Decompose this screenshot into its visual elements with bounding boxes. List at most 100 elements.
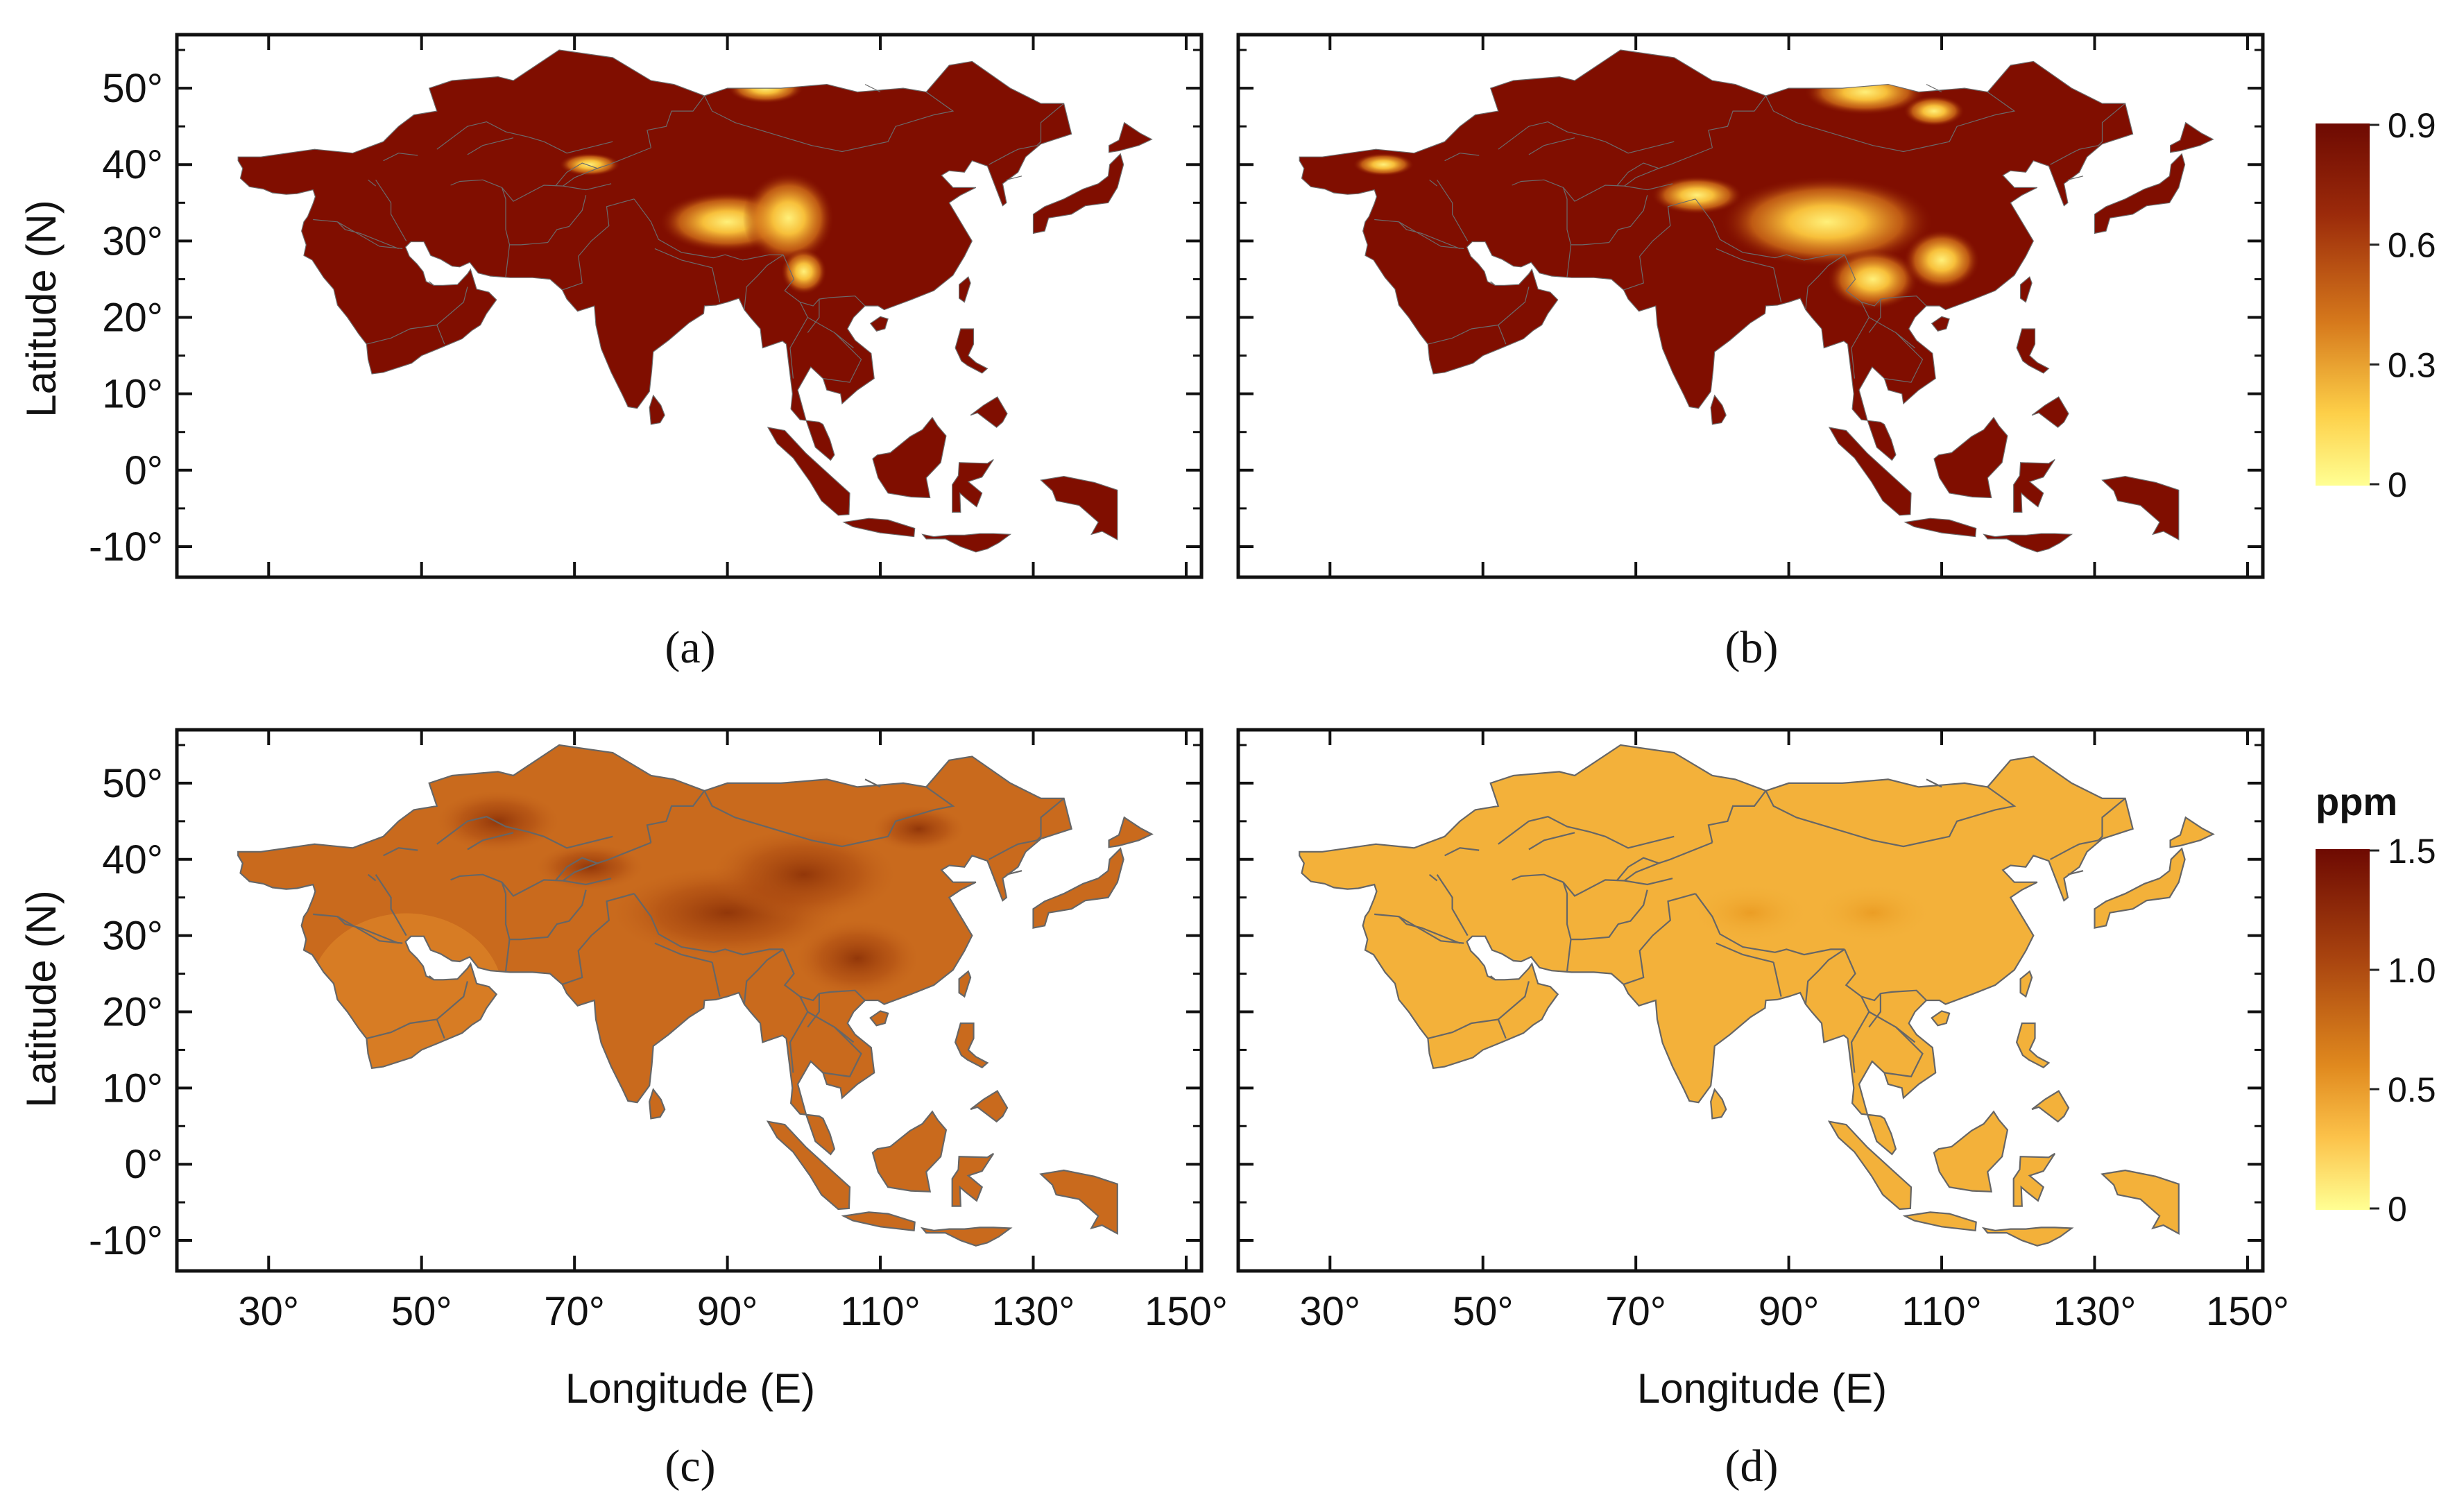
island-coastline <box>1931 316 1950 332</box>
country-border <box>313 913 400 944</box>
panel-frame <box>1236 728 2265 1273</box>
island-coastline <box>2170 121 2214 153</box>
x-axis-title-left: Longitude (E) <box>565 1365 815 1412</box>
country-border <box>1006 870 1023 875</box>
intensity-patch <box>780 248 827 295</box>
island-coastline <box>1108 816 1154 848</box>
y-axis-title-top: Latitude (N) <box>18 200 65 417</box>
y-tick-label: 10° <box>102 1066 163 1111</box>
country-border <box>562 862 598 882</box>
country-border <box>2050 145 2099 165</box>
y-tick-label: -10° <box>89 1218 163 1263</box>
country-border <box>1868 299 1881 333</box>
country-border <box>654 942 712 964</box>
caption-a: (a) <box>665 622 715 673</box>
country-border <box>712 267 721 302</box>
colorbar-probability-ramp <box>2316 123 2370 486</box>
country-border <box>375 874 407 937</box>
panel-b <box>1236 33 2265 579</box>
colorbar-tick-label: 0.9 <box>2388 106 2436 145</box>
country-border <box>789 996 809 1073</box>
country-border <box>1562 187 1572 277</box>
country-border <box>1429 179 1437 187</box>
country-border <box>313 219 399 249</box>
x-tick-label: 130° <box>992 1289 1075 1334</box>
intensity-patch <box>712 828 896 921</box>
country-border <box>1868 1011 1924 1078</box>
x-tick-label: 50° <box>391 1289 452 1334</box>
country-border <box>1444 847 1480 857</box>
country-border <box>1512 179 1564 188</box>
island-coastline <box>2031 396 2069 428</box>
country-border <box>1562 878 1673 897</box>
country-border <box>467 137 514 155</box>
country-border <box>807 993 820 1028</box>
country-border <box>2098 798 2126 841</box>
island-coastline <box>2031 1090 2070 1123</box>
colorbar-probability-ticks: 0.9 0.6 0.3 0 <box>2370 106 2436 504</box>
country-border <box>1512 873 1564 883</box>
country-border <box>1624 168 1659 187</box>
island-coastline <box>2019 970 2033 998</box>
x-tick-label: 30° <box>1299 1289 1360 1334</box>
x-axis-title-right: Longitude (E) <box>1637 1365 1887 1412</box>
y-tick-label: 0° <box>125 448 163 493</box>
island-coastline <box>958 970 972 998</box>
country-border <box>1616 841 1713 882</box>
country-border <box>1498 121 1675 154</box>
country-border <box>1772 962 1782 997</box>
intensity-patch <box>742 172 835 264</box>
country-border <box>1695 893 1845 956</box>
x-tick-label: 110° <box>840 1289 921 1334</box>
intensity-patch <box>436 790 560 852</box>
country-border <box>864 778 881 788</box>
y-tick-label: 20° <box>102 989 163 1034</box>
island-coastline <box>1933 416 2008 499</box>
y-tick-label: 30° <box>102 914 163 959</box>
country-border <box>2050 839 2099 860</box>
y-tick-label: 40° <box>102 837 163 882</box>
caption-d: (d) <box>1725 1441 1779 1492</box>
country-border <box>509 195 587 246</box>
island-coastline <box>1931 1010 1951 1027</box>
colorbar-ppm: ppm 1.5 1.0 0.5 0 <box>2316 780 2436 1229</box>
country-border <box>744 254 784 310</box>
country-border <box>1428 287 1530 345</box>
country-border <box>1036 103 1064 146</box>
country-border <box>436 1019 445 1039</box>
island-coastline <box>920 1227 1013 1247</box>
island-coastline <box>952 459 994 513</box>
country-border <box>633 893 784 956</box>
country-border <box>1850 996 1870 1073</box>
country-border <box>1437 179 1469 241</box>
island-coastline <box>766 1120 851 1211</box>
panel-a: 50° 40° 30° 20° 10° 0° -10° <box>89 33 1204 579</box>
island-coastline <box>2094 847 2186 929</box>
country-border <box>367 873 377 882</box>
country-border <box>1436 874 1469 937</box>
country-border <box>646 790 705 843</box>
country-border <box>429 975 435 981</box>
country-border <box>562 893 635 985</box>
country-border <box>1623 893 1696 985</box>
island-coastline <box>2013 459 2055 513</box>
island-coastline <box>970 1090 1009 1123</box>
country-border <box>864 84 881 93</box>
country-border <box>383 847 418 857</box>
country-border <box>1707 790 1767 843</box>
y-tick-label: 0° <box>125 1142 163 1187</box>
country-border <box>2098 103 2125 146</box>
colorbar-tick-label: 0 <box>2388 1190 2407 1229</box>
country-border <box>366 981 468 1039</box>
country-border <box>989 145 1038 165</box>
country-border <box>807 1011 862 1078</box>
country-border <box>1428 873 1438 882</box>
country-border <box>1616 147 1713 187</box>
country-border <box>501 882 511 972</box>
country-border <box>1926 84 1942 93</box>
y-tick-label: 50° <box>102 66 163 111</box>
country-border <box>337 221 403 249</box>
country-border <box>647 95 705 148</box>
country-border <box>834 332 854 349</box>
country-border <box>1844 254 1927 307</box>
